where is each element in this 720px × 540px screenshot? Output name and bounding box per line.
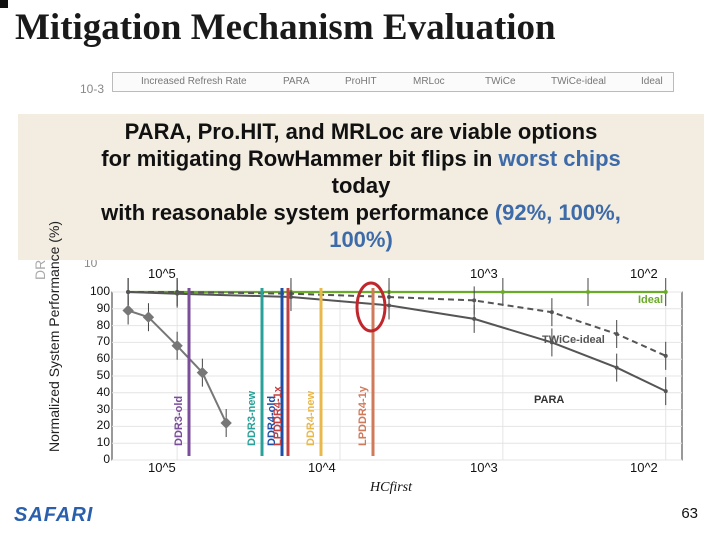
data-point <box>288 295 293 300</box>
x-axis-title: HCfirst <box>370 480 413 495</box>
data-point <box>549 340 554 345</box>
vertical-marker-label: LPDDR4-1y <box>357 386 369 446</box>
data-point <box>549 310 554 315</box>
callout-highlight: worst chips <box>498 146 621 171</box>
corner-mark <box>0 0 8 8</box>
series-line-twice-ideal <box>128 291 667 357</box>
x-tick: 10^5 <box>148 266 176 281</box>
data-point <box>196 366 209 379</box>
data-point <box>220 417 232 429</box>
vertical-marker-label: LPDDR4-1x <box>272 386 284 446</box>
x-tick: 10^4 <box>308 460 336 475</box>
y-tick: 30 <box>96 401 110 416</box>
page-number: 63 <box>681 505 698 522</box>
x-tick: 10^2 <box>630 266 658 281</box>
legend-item: MRLoc <box>413 76 445 87</box>
legend-item: Ideal <box>641 76 663 87</box>
callout-text: PARA, Pro.HIT, and MRLoc are viable opti… <box>18 118 704 253</box>
data-point <box>175 291 180 296</box>
callout-line: PARA, Pro.HIT, and MRLoc are viable opti… <box>124 119 598 144</box>
y-tick: 60 <box>96 351 110 366</box>
legend-item: PARA <box>283 76 310 87</box>
highlight-ellipse <box>355 281 387 333</box>
x-tick: 10^2 <box>630 460 658 475</box>
legend-item: Increased Refresh Rate <box>141 76 247 87</box>
legend-item: ProHIT <box>345 76 377 87</box>
data-point <box>663 290 668 294</box>
callout-line: 100%) <box>329 227 393 252</box>
y-axis-title: Normalized System Performance (%) <box>46 220 62 452</box>
data-point <box>122 304 134 317</box>
legend-item: TWiCe-ideal <box>551 76 607 87</box>
data-point <box>663 389 668 394</box>
data-point <box>500 290 505 294</box>
x-tick: 10^5 <box>148 460 176 475</box>
x-tick: 10^3 <box>470 460 498 475</box>
top-chart-ytick: 10-3 <box>80 82 105 96</box>
vertical-marker-label: DDR3-old <box>173 395 185 446</box>
y-tick: 80 <box>96 317 110 332</box>
callout-line: for mitigating RowHammer bit flips in wo… <box>101 146 621 171</box>
data-point <box>614 332 619 336</box>
series-label-para: PARA <box>534 394 565 406</box>
vertical-marker-label: DDR3-new <box>246 390 258 446</box>
y-tick: 50 <box>96 368 110 382</box>
top-chart-legend: Increased Refresh Rate PARA ProHIT MRLoc… <box>112 72 674 92</box>
y-tick: 70 <box>96 334 110 349</box>
legend-item: TWiCe <box>485 76 516 87</box>
data-point <box>387 303 392 308</box>
y-tick: 0 <box>103 452 110 466</box>
series-label-ideal: Ideal <box>638 294 664 306</box>
data-point <box>663 353 668 358</box>
callout-box <box>18 114 704 260</box>
series-line-para <box>128 291 667 393</box>
x-tick: 10^3 <box>470 266 498 281</box>
data-point <box>614 365 619 370</box>
data-point <box>126 290 131 294</box>
callout-line: with reasonable system performance (92%,… <box>101 200 621 225</box>
y-tick: 90 <box>96 300 110 315</box>
data-point <box>472 298 477 303</box>
callout-highlight: (92%, 100%, <box>494 200 621 225</box>
callout-line: today <box>331 173 391 198</box>
safari-logo: SAFARI <box>14 504 94 526</box>
slide-title: Mitigation Mechanism Evaluation <box>15 7 556 48</box>
data-point <box>472 316 477 321</box>
y-tick: 100 <box>89 284 110 298</box>
y-tick: 40 <box>96 384 110 399</box>
data-point <box>142 311 155 323</box>
data-point <box>171 340 183 352</box>
series-label-twice-ideal: TWiCe-ideal <box>542 334 605 346</box>
vertical-marker-label: DDR4-new <box>305 390 317 446</box>
y-tick: 10 <box>96 435 110 450</box>
y-tick: 20 <box>96 418 110 433</box>
data-point <box>586 290 591 294</box>
